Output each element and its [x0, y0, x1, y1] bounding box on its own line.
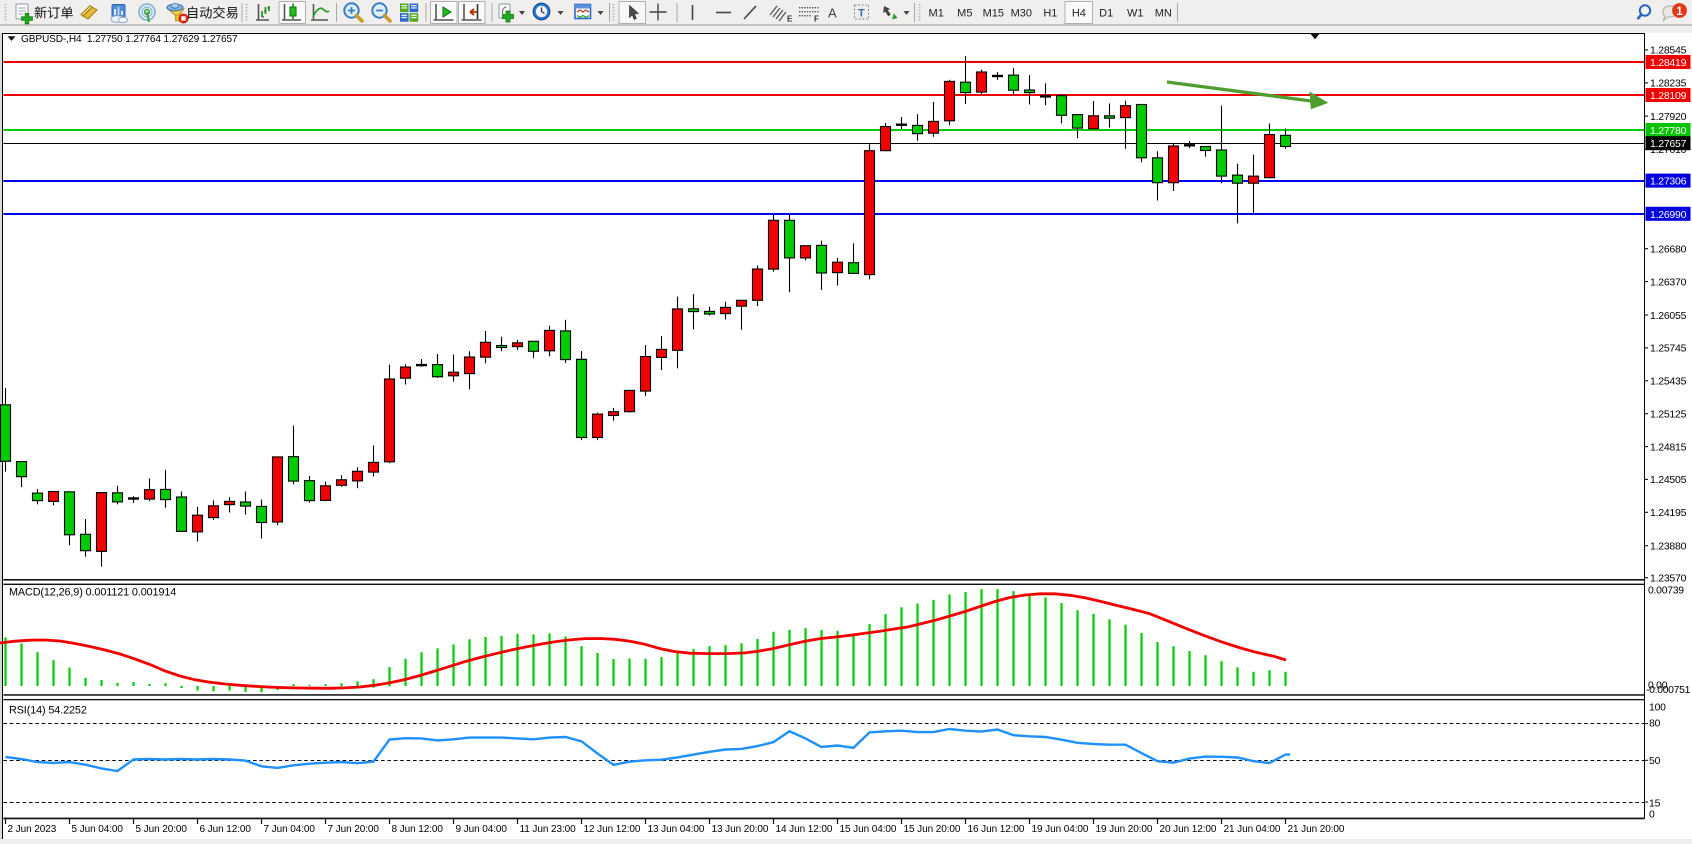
svg-text:9 Jun 04:00: 9 Jun 04:00 [456, 824, 508, 835]
svg-text:12 Jun 12:00: 12 Jun 12:00 [584, 824, 641, 835]
svg-text:1.28545: 1.28545 [1650, 45, 1687, 57]
svg-text:1.26680: 1.26680 [1650, 244, 1687, 256]
svg-text:1.26370: 1.26370 [1650, 276, 1687, 288]
svg-text:1.23570: 1.23570 [1650, 573, 1687, 585]
svg-text:MN: MN [1155, 8, 1172, 20]
svg-text:H4: H4 [1072, 8, 1086, 20]
svg-text:1.24505: 1.24505 [1650, 474, 1687, 486]
svg-text:1.27780: 1.27780 [1650, 125, 1687, 137]
svg-text:1.25435: 1.25435 [1650, 376, 1687, 388]
svg-text:13 Jun 20:00: 13 Jun 20:00 [712, 824, 769, 835]
svg-text:15 Jun 04:00: 15 Jun 04:00 [840, 824, 897, 835]
svg-text:A: A [828, 6, 837, 21]
svg-text:16 Jun 12:00: 16 Jun 12:00 [968, 824, 1025, 835]
svg-text:GBPUSD-,H4 1.27750 1.27764 1.: GBPUSD-,H4 1.27750 1.27764 1.27629 1.276… [21, 34, 238, 45]
svg-text:H1: H1 [1043, 8, 1057, 20]
svg-text:0.00: 0.00 [1648, 680, 1668, 691]
svg-text:1: 1 [1676, 6, 1683, 18]
svg-text:7 Jun 20:00: 7 Jun 20:00 [328, 824, 380, 835]
svg-text:1.27657: 1.27657 [1650, 138, 1687, 150]
svg-text:100: 100 [1649, 703, 1666, 714]
svg-text:0: 0 [1649, 810, 1655, 821]
svg-text:1.27920: 1.27920 [1650, 111, 1687, 123]
svg-text:E: E [787, 15, 793, 24]
svg-text:W1: W1 [1127, 8, 1144, 20]
svg-text:M1: M1 [929, 8, 944, 20]
svg-text:50: 50 [1649, 756, 1661, 767]
svg-text:1.28235: 1.28235 [1650, 78, 1687, 90]
svg-text:15: 15 [1649, 798, 1661, 809]
svg-text:21 Jun 20:00: 21 Jun 20:00 [1288, 824, 1345, 835]
svg-text:MACD(12,26,9) 0.001121 0.00191: MACD(12,26,9) 0.001121 0.001914 [9, 587, 176, 599]
svg-text:13 Jun 04:00: 13 Jun 04:00 [648, 824, 705, 835]
svg-text:15 Jun 20:00: 15 Jun 20:00 [904, 824, 961, 835]
svg-text:1.24195: 1.24195 [1650, 507, 1687, 519]
svg-text:1.26055: 1.26055 [1650, 310, 1687, 322]
svg-text:1.24815: 1.24815 [1650, 441, 1687, 453]
svg-text:2 Jun 2023: 2 Jun 2023 [8, 824, 57, 835]
svg-text:F: F [814, 15, 819, 24]
svg-text:1.25125: 1.25125 [1650, 409, 1687, 421]
svg-text:8 Jun 12:00: 8 Jun 12:00 [392, 824, 444, 835]
svg-text:1.27306: 1.27306 [1650, 176, 1687, 188]
svg-text:-0.000751: -0.000751 [1646, 685, 1691, 696]
svg-text:1.25745: 1.25745 [1650, 343, 1687, 355]
svg-text:21 Jun 04:00: 21 Jun 04:00 [1224, 824, 1281, 835]
svg-text:19 Jun 04:00: 19 Jun 04:00 [1032, 824, 1089, 835]
svg-text:1.28109: 1.28109 [1650, 90, 1687, 102]
svg-text:7 Jun 04:00: 7 Jun 04:00 [264, 824, 316, 835]
svg-text:1.28419: 1.28419 [1650, 57, 1687, 69]
svg-text:6 Jun 12:00: 6 Jun 12:00 [200, 824, 252, 835]
svg-text:M15: M15 [983, 8, 1004, 20]
svg-text:1.26990: 1.26990 [1650, 209, 1687, 221]
svg-text:20 Jun 12:00: 20 Jun 12:00 [1160, 824, 1217, 835]
svg-text:5 Jun 04:00: 5 Jun 04:00 [72, 824, 124, 835]
svg-text:11 Jun 23:00: 11 Jun 23:00 [520, 824, 577, 835]
svg-text:19 Jun 20:00: 19 Jun 20:00 [1096, 824, 1153, 835]
svg-text:M30: M30 [1011, 8, 1032, 20]
svg-text:14 Jun 12:00: 14 Jun 12:00 [776, 824, 833, 835]
svg-text:D1: D1 [1099, 8, 1113, 20]
svg-text:0.00739: 0.00739 [1648, 585, 1684, 596]
svg-text:RSI(14) 54.2252: RSI(14) 54.2252 [9, 705, 87, 717]
svg-text:80: 80 [1649, 719, 1661, 730]
svg-text:1.23880: 1.23880 [1650, 541, 1687, 553]
svg-text:T: T [858, 8, 865, 20]
svg-text:5 Jun 20:00: 5 Jun 20:00 [136, 824, 188, 835]
svg-text:M5: M5 [957, 8, 972, 20]
